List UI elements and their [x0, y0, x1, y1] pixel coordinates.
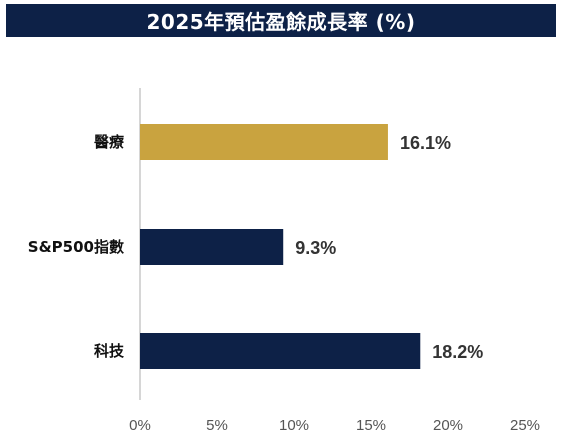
x-tick-label: 20% [433, 417, 463, 434]
bar-1 [140, 229, 284, 265]
value-label: 16.1% [400, 133, 451, 153]
x-tick-label: 10% [279, 417, 309, 434]
x-tick-label: 5% [206, 417, 228, 434]
value-label: 18.2% [432, 342, 483, 362]
chart-title: 2025年預估盈餘成長率 (%) [6, 4, 556, 37]
x-tick-label: 25% [510, 417, 540, 434]
x-tick-label: 15% [356, 417, 386, 434]
x-tick-label: 0% [129, 417, 151, 434]
bar-2 [140, 333, 421, 369]
bar-0 [140, 124, 388, 160]
category-label: 醫療 [94, 133, 125, 151]
category-label: S&P500指數 [28, 238, 124, 256]
value-label: 9.3% [295, 238, 336, 258]
category-label: 科技 [94, 342, 125, 360]
